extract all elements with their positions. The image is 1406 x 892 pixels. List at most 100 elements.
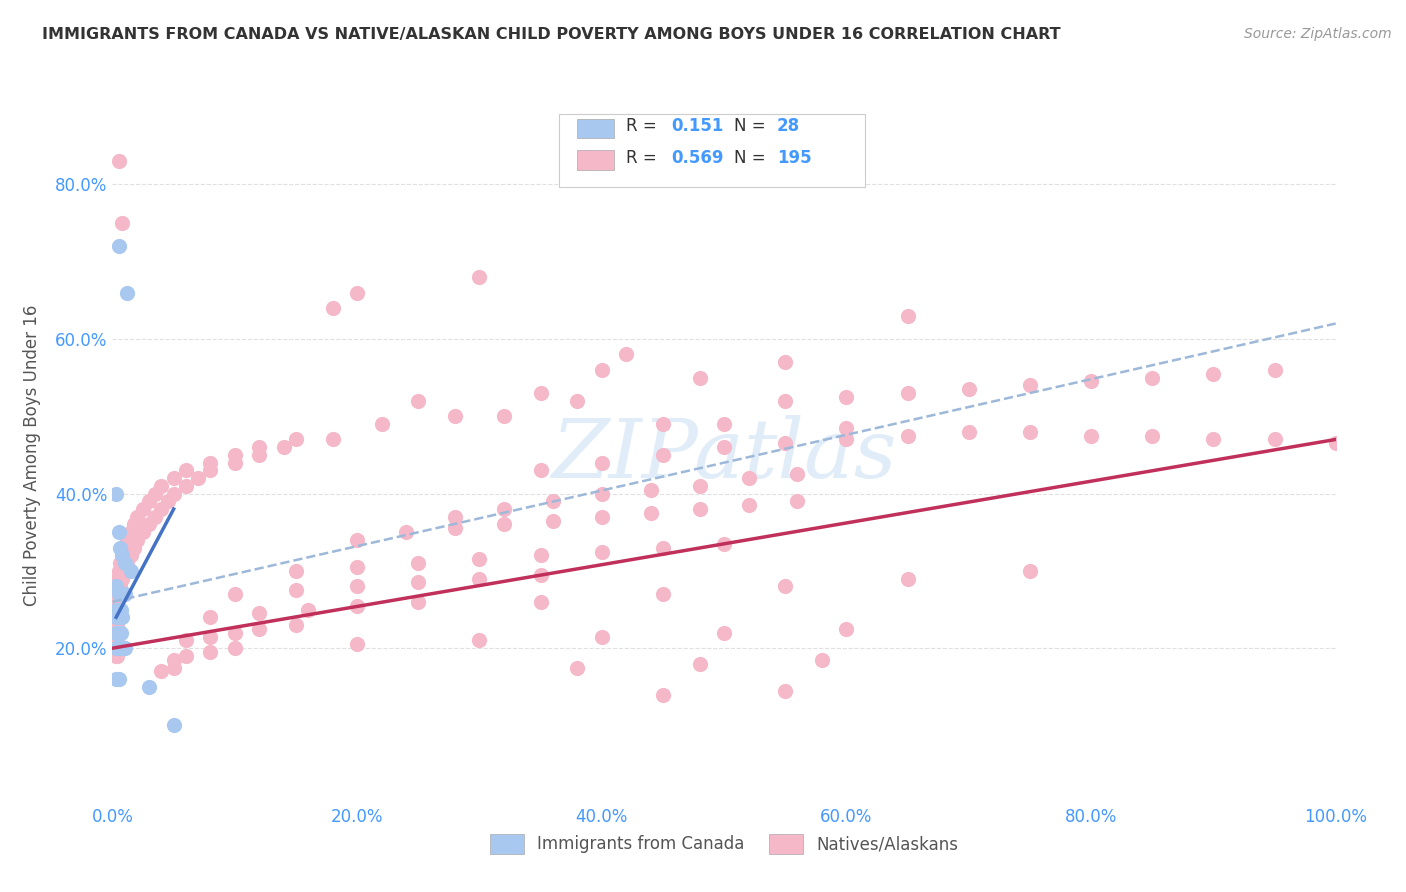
- Point: [125, 533, 148, 547]
- Point: [200, 456, 222, 470]
- Point: [284, 618, 308, 632]
- Point: [775, 355, 797, 369]
- Point: [322, 301, 344, 315]
- Point: [114, 641, 136, 656]
- Point: [114, 556, 136, 570]
- Point: [408, 595, 430, 609]
- Point: [1202, 367, 1225, 381]
- Point: [105, 595, 128, 609]
- Point: [120, 564, 142, 578]
- Point: [105, 672, 128, 686]
- Point: [105, 579, 128, 593]
- Point: [492, 517, 515, 532]
- Point: [492, 502, 515, 516]
- Point: [105, 618, 128, 632]
- Point: [247, 440, 270, 454]
- Point: [105, 648, 128, 663]
- Point: [105, 595, 128, 609]
- Point: [346, 533, 368, 547]
- Point: [111, 216, 134, 230]
- Point: [247, 622, 270, 636]
- Point: [132, 525, 155, 540]
- Point: [124, 517, 146, 532]
- Point: [111, 610, 134, 624]
- Point: [200, 610, 222, 624]
- Point: [163, 660, 186, 674]
- Point: [224, 641, 246, 656]
- Point: [200, 630, 222, 644]
- Point: [105, 602, 128, 616]
- Point: [652, 448, 675, 462]
- Point: [200, 645, 222, 659]
- Text: N =: N =: [734, 149, 770, 167]
- Point: [835, 390, 858, 404]
- Point: [105, 610, 128, 624]
- Point: [737, 498, 759, 512]
- Point: [468, 552, 491, 566]
- Text: 28: 28: [776, 118, 800, 136]
- Point: [174, 648, 197, 663]
- Point: [138, 517, 160, 532]
- Text: 0.151: 0.151: [672, 118, 724, 136]
- Point: [114, 587, 136, 601]
- Point: [107, 625, 129, 640]
- Point: [444, 509, 467, 524]
- Point: [105, 641, 128, 656]
- FancyBboxPatch shape: [578, 150, 614, 169]
- Text: IMMIGRANTS FROM CANADA VS NATIVE/ALASKAN CHILD POVERTY AMONG BOYS UNDER 16 CORRE: IMMIGRANTS FROM CANADA VS NATIVE/ALASKAN…: [42, 27, 1060, 42]
- Point: [187, 471, 209, 485]
- Point: [775, 436, 797, 450]
- Point: [652, 587, 675, 601]
- Text: Source: ZipAtlas.com: Source: ZipAtlas.com: [1244, 27, 1392, 41]
- Point: [114, 541, 136, 555]
- Legend: Immigrants from Canada, Natives/Alaskans: Immigrants from Canada, Natives/Alaskans: [481, 823, 967, 864]
- Point: [107, 587, 129, 601]
- Point: [444, 409, 467, 424]
- Point: [107, 602, 129, 616]
- Point: [567, 660, 589, 674]
- FancyBboxPatch shape: [560, 114, 865, 187]
- Point: [1080, 375, 1102, 389]
- Point: [529, 567, 551, 582]
- Point: [105, 641, 128, 656]
- Point: [150, 479, 173, 493]
- Point: [1142, 370, 1164, 384]
- Point: [689, 657, 711, 671]
- Point: [105, 602, 128, 616]
- Point: [541, 514, 564, 528]
- Point: [124, 541, 146, 555]
- Point: [591, 486, 613, 500]
- Point: [105, 633, 128, 648]
- Text: 195: 195: [776, 149, 811, 167]
- Point: [107, 525, 129, 540]
- Text: N =: N =: [734, 118, 770, 136]
- Point: [163, 653, 186, 667]
- Point: [897, 386, 920, 401]
- Point: [224, 587, 246, 601]
- Point: [652, 417, 675, 431]
- Point: [737, 471, 759, 485]
- Point: [111, 572, 134, 586]
- Point: [105, 602, 128, 616]
- Point: [284, 564, 308, 578]
- Point: [138, 494, 160, 508]
- Point: [163, 486, 186, 500]
- Point: [174, 479, 197, 493]
- Point: [107, 610, 129, 624]
- Text: 0.569: 0.569: [672, 149, 724, 167]
- Point: [107, 239, 129, 253]
- Text: R =: R =: [626, 118, 662, 136]
- Point: [105, 625, 128, 640]
- Y-axis label: Child Poverty Among Boys Under 16: Child Poverty Among Boys Under 16: [24, 304, 41, 606]
- Point: [468, 270, 491, 285]
- Point: [957, 382, 980, 396]
- Point: [132, 502, 155, 516]
- Point: [786, 467, 808, 482]
- Point: [835, 433, 858, 447]
- Point: [689, 479, 711, 493]
- Point: [346, 285, 368, 300]
- Point: [529, 595, 551, 609]
- Point: [897, 428, 920, 442]
- Point: [110, 641, 132, 656]
- Point: [591, 509, 613, 524]
